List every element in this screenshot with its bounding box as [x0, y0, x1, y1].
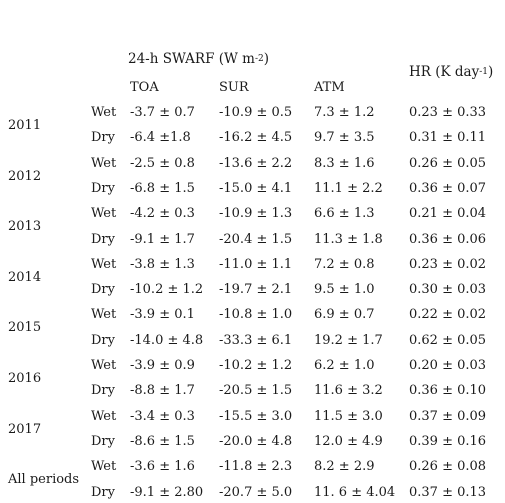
dry-season-label: Dry	[91, 484, 115, 500]
hr-cell: 0.26 ± 0.05	[409, 155, 487, 171]
atm-column-header: ATM	[314, 80, 345, 95]
hr-cell: 0.21 ± 0.04	[409, 206, 487, 222]
atm-cell: 12.0 ± 4.9	[314, 433, 383, 449]
toa-cell: -6.4 ±1.8	[130, 130, 191, 146]
sur-cell: -20.4 ± 1.5	[219, 231, 293, 247]
hr-cell: 0.36 ± 0.07	[409, 180, 487, 196]
year-label: 2017	[8, 421, 42, 437]
toa-column-header: TOA	[130, 80, 159, 95]
wet-season-label: Wet	[91, 307, 117, 323]
toa-cell: -3.4 ± 0.3	[130, 408, 195, 424]
toa-cell: -3.8 ± 1.3	[130, 256, 195, 272]
year-label: 2015	[8, 320, 42, 336]
wet-season-label: Wet	[91, 105, 117, 120]
dry-season-label: Dry	[91, 433, 115, 449]
sur-cell: -11.8 ± 2.3	[219, 459, 293, 475]
atm-cell: 7.2 ± 0.8	[314, 256, 375, 272]
atm-cell: 6.6 ± 1.3	[314, 206, 375, 222]
wet-season-label: Wet	[91, 206, 117, 222]
sur-cell: -16.2 ± 4.5	[219, 130, 293, 146]
wet-season-label: Wet	[91, 256, 117, 272]
toa-cell: -9.1 ± 2.80	[130, 484, 204, 500]
toa-cell: -8.6 ± 1.5	[130, 433, 195, 449]
sur-cell: -20.0 ± 4.8	[219, 433, 293, 449]
atm-cell: 19.2 ± 1.7	[314, 332, 383, 348]
hr-cell: 0.26 ± 0.08	[409, 459, 487, 475]
atm-cell: 11.6 ± 3.2	[314, 383, 383, 399]
sur-cell: -20.5 ± 1.5	[219, 383, 293, 399]
sur-cell: -10.8 ± 1.0	[219, 307, 293, 323]
sur-cell: -19.7 ± 2.1	[219, 282, 293, 298]
sur-cell: -10.9 ± 1.3	[219, 206, 293, 222]
sur-cell: -13.6 ± 2.2	[219, 155, 293, 171]
hr-cell: 0.39 ± 0.16	[409, 433, 487, 449]
year-label: 2012	[8, 168, 42, 184]
toa-cell: -4.2 ± 0.3	[130, 206, 195, 222]
atm-cell: 11.1 ± 2.2	[314, 180, 383, 196]
sur-cell: -15.0 ± 4.1	[219, 180, 293, 196]
wet-season-label: Wet	[91, 155, 117, 171]
toa-cell: -3.6 ± 1.6	[130, 459, 195, 475]
hr-cell: 0.30 ± 0.03	[409, 282, 487, 298]
year-label: 2011	[8, 118, 42, 133]
sur-cell: -11.0 ± 1.1	[219, 256, 293, 272]
sur-column-header: SUR	[219, 80, 249, 95]
hr-cell: 0.37 ± 0.09	[409, 408, 487, 424]
hr-cell: 0.62 ± 0.05	[409, 332, 487, 348]
dry-season-label: Dry	[91, 383, 115, 399]
hr-cell: 0.36 ± 0.06	[409, 231, 487, 247]
hr-cell: 0.23 ± 0.33	[409, 105, 487, 120]
wet-season-label: Wet	[91, 358, 117, 373]
toa-cell: -6.8 ± 1.5	[130, 180, 195, 196]
atm-cell: 11. 6 ± 4.04	[314, 484, 396, 500]
atm-cell: 6.2 ± 1.0	[314, 358, 375, 373]
dry-season-label: Dry	[91, 282, 115, 298]
hr-column-header: HR (K day-1)	[409, 64, 494, 80]
toa-cell: -10.2 ± 1.2	[130, 282, 204, 298]
year-label: 2013	[8, 219, 42, 235]
atm-cell: 6.9 ± 0.7	[314, 307, 375, 323]
atm-cell: 7.3 ± 1.2	[314, 105, 375, 120]
year-label: 2016	[8, 371, 42, 386]
toa-cell: -8.8 ± 1.7	[130, 383, 195, 399]
hr-cell: 0.20 ± 0.03	[409, 358, 487, 373]
toa-cell: -9.1 ± 1.7	[130, 231, 195, 247]
toa-cell: -3.7 ± 0.7	[130, 105, 195, 120]
sur-cell: -33.3 ± 6.1	[219, 332, 293, 348]
year-label: All periods	[8, 472, 80, 488]
atm-cell: 9.5 ± 1.0	[314, 282, 375, 298]
atm-cell: 9.7 ± 3.5	[314, 130, 375, 146]
wet-season-label: Wet	[91, 459, 117, 475]
hr-cell: 0.23 ± 0.02	[409, 256, 487, 272]
atm-cell: 8.3 ± 1.6	[314, 155, 375, 171]
toa-cell: -3.9 ± 0.1	[130, 307, 195, 323]
sur-cell: -20.7 ± 5.0	[219, 484, 293, 500]
year-label: 2014	[8, 269, 42, 285]
hr-cell: 0.22 ± 0.02	[409, 307, 487, 323]
dry-season-label: Dry	[91, 332, 115, 348]
toa-cell: -14.0 ± 4.8	[130, 332, 204, 348]
sur-cell: -10.9 ± 0.5	[219, 105, 293, 120]
toa-cell: -3.9 ± 0.9	[130, 358, 195, 373]
atm-cell: 11.3 ± 1.8	[314, 231, 383, 247]
sur-cell: -15.5 ± 3.0	[219, 408, 293, 424]
swarf-group-header: 24-h SWARF (W m-2)	[128, 51, 270, 67]
dry-season-label: Dry	[91, 180, 115, 196]
atm-cell: 8.2 ± 2.9	[314, 459, 375, 475]
toa-cell: -2.5 ± 0.8	[130, 155, 195, 171]
dry-season-label: Dry	[91, 130, 115, 146]
hr-cell: 0.37 ± 0.13	[409, 484, 487, 500]
atm-cell: 11.5 ± 3.0	[314, 408, 383, 424]
hr-cell: 0.36 ± 0.10	[409, 383, 487, 399]
wet-season-label: Wet	[91, 408, 117, 424]
dry-season-label: Dry	[91, 231, 115, 247]
hr-cell: 0.31 ± 0.11	[409, 130, 487, 146]
sur-cell: -10.2 ± 1.2	[219, 358, 293, 373]
